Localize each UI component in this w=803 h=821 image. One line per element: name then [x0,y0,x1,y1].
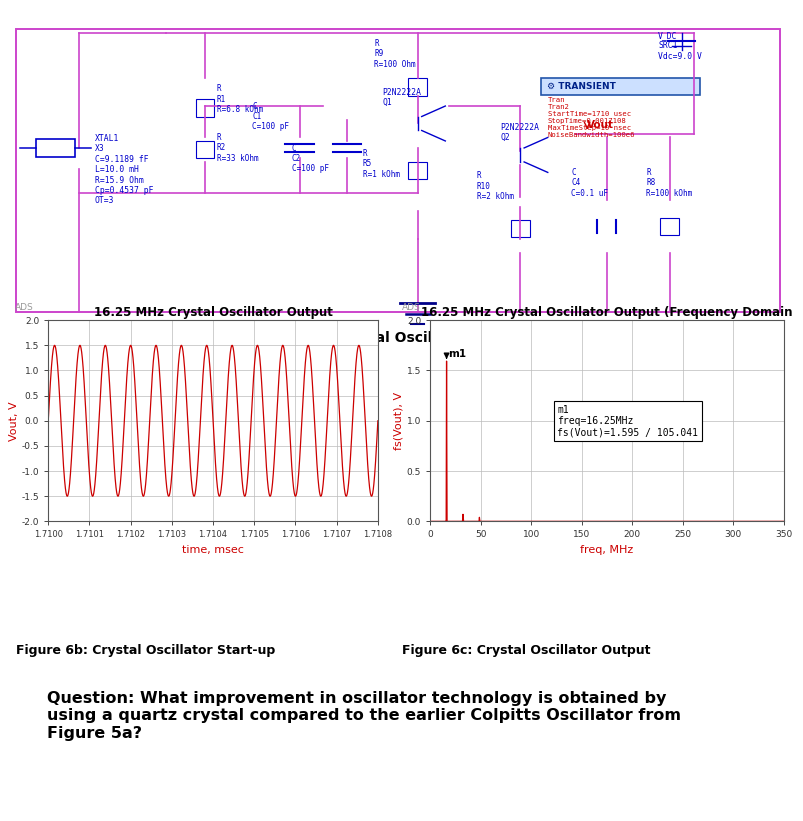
Text: Figure 6b: Crystal Oscillator Start-up: Figure 6b: Crystal Oscillator Start-up [16,644,275,657]
Text: V_DC
SRC1
Vdc=9.0 V: V_DC SRC1 Vdc=9.0 V [657,31,701,61]
X-axis label: time, msec: time, msec [182,545,243,555]
Text: ADS: ADS [402,303,420,312]
Bar [510,219,529,237]
Text: m1: m1 [447,349,466,359]
Text: P2N2222A
Q2: P2N2222A Q2 [499,122,539,142]
Text: C
C4
C=0.1 uF: C C4 C=0.1 uF [571,168,608,198]
Bar [35,140,75,157]
Y-axis label: fs(Vout), V: fs(Vout), V [393,392,403,450]
Text: C
C2
C=100 pF: C C2 C=100 pF [291,144,328,173]
Text: Vout: Vout [586,120,613,131]
Text: Figure 6a: Crystal Oscillator schematic: Figure 6a: Crystal Oscillator schematic [250,332,553,346]
Text: R
R10
R=2 kOhm: R R10 R=2 kOhm [476,172,513,201]
Bar [659,218,679,236]
Text: C
C1
C=100 pF: C C1 C=100 pF [252,102,289,131]
FancyBboxPatch shape [540,78,699,95]
Text: R
R9
R=100 Ohm: R R9 R=100 Ohm [374,39,415,68]
Text: R
R5
R=1 kOhm: R R5 R=1 kOhm [362,149,399,179]
Text: R
R2
R=33 kOhm: R R2 R=33 kOhm [217,133,258,163]
Text: R
R8
R=100 kOhm: R R8 R=100 kOhm [646,168,691,198]
Text: P2N2222A
Q1: P2N2222A Q1 [382,88,421,107]
Y-axis label: Vout, V: Vout, V [9,401,18,441]
Text: Tran
Tran2
StartTime=1710 usec
StopTime=0.0017108
MaxTimeStep=10 nsec
NoiseBandw: Tran Tran2 StartTime=1710 usec StopTime=… [547,98,634,138]
Text: ⚙ TRANSIENT: ⚙ TRANSIENT [546,82,615,91]
Bar [195,141,214,158]
Text: XTAL1
X3
C=9.1189 fF
L=10.0 mH
R=15.9 Ohm
Cp=0.4537 pF
OT=3: XTAL1 X3 C=9.1189 fF L=10.0 mH R=15.9 Oh… [95,134,153,205]
Bar [408,78,426,95]
Text: Figure 6c: Crystal Oscillator Output: Figure 6c: Crystal Oscillator Output [402,644,650,657]
Title: 16.25 MHz Crystal Oscillator Output: 16.25 MHz Crystal Oscillator Output [93,306,332,319]
X-axis label: freq, MHz: freq, MHz [580,545,633,555]
Text: m1
freq=16.25MHz
fs(Vout)=1.595 / 105.041: m1 freq=16.25MHz fs(Vout)=1.595 / 105.04… [556,405,698,438]
Text: Question: What improvement in oscillator technology is obtained by
using a quart: Question: What improvement in oscillator… [47,691,681,741]
Bar [195,99,214,117]
Title: 16.25 MHz Crystal Oscillator Output (Frequency Domain: 16.25 MHz Crystal Oscillator Output (Fre… [421,306,792,319]
Bar [408,162,426,180]
Text: ADS: ADS [15,303,34,312]
FancyBboxPatch shape [16,30,779,312]
Text: R
R1
R=6.8 kOhm: R R1 R=6.8 kOhm [217,84,263,114]
